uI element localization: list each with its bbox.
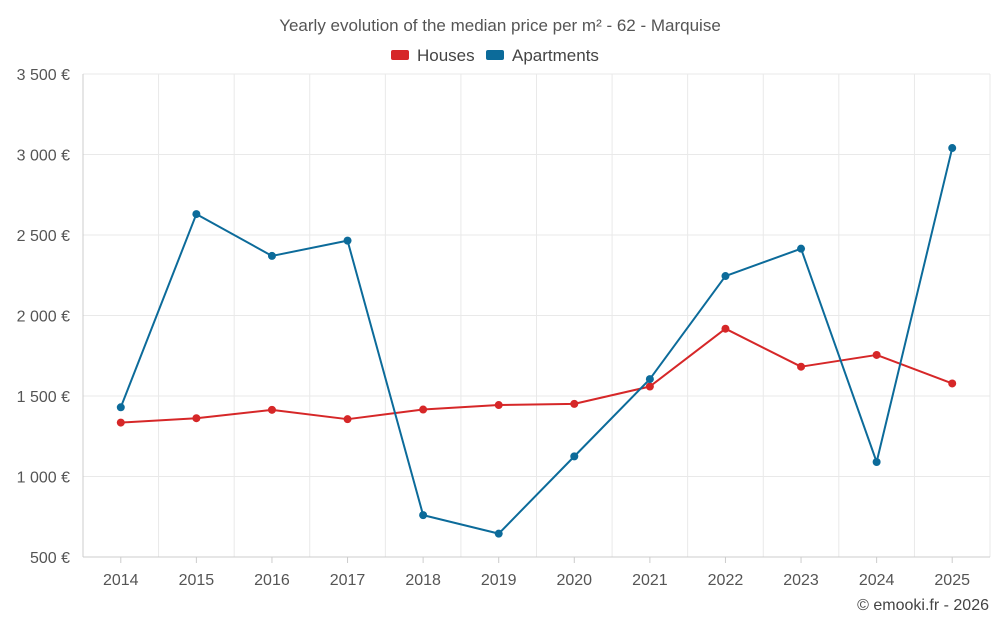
data-point-apartments[interactable] [419, 511, 428, 520]
y-axis: 500 € 1 000 € 1 500 € 2 000 € 2 500 € 3 000 €… [17, 67, 84, 567]
y-tick-label: 1 000 € [17, 470, 70, 487]
x-tick-label: 2020 [556, 572, 592, 589]
series-line-houses [120, 327, 953, 424]
data-point-houses[interactable] [343, 415, 352, 424]
y-tick-label: 3 000 € [17, 148, 70, 165]
data-point-houses[interactable] [570, 399, 579, 408]
y-tick-label: 1 500 € [17, 389, 70, 406]
data-point-houses[interactable] [721, 324, 730, 333]
grid [83, 73, 991, 557]
series-line-apartments [119, 147, 954, 535]
series [116, 144, 957, 538]
y-tick-label: 2 000 € [17, 309, 70, 326]
legend-item-houses[interactable]: Houses [391, 46, 475, 65]
y-tick-label: 2 500 € [17, 228, 70, 245]
chart-title: Yearly evolution of the median price per… [279, 16, 721, 35]
data-point-apartments[interactable] [494, 529, 503, 538]
data-point-houses[interactable] [116, 418, 125, 427]
data-point-apartments[interactable] [116, 403, 125, 412]
x-tick-label: 2015 [179, 572, 215, 589]
data-point-houses[interactable] [419, 405, 428, 414]
data-point-apartments[interactable] [948, 144, 957, 153]
x-tick-label: 2023 [783, 572, 819, 589]
x-axis: 2014 2015 2016 2017 2018 2019 2020 2021 2022 2023… [83, 556, 990, 589]
data-point-apartments[interactable] [645, 375, 654, 384]
x-tick-label: 2024 [859, 572, 895, 589]
data-point-houses[interactable] [872, 350, 881, 359]
data-point-houses[interactable] [948, 379, 957, 388]
legend-label-houses: Houses [417, 46, 475, 65]
data-point-apartments[interactable] [570, 452, 579, 461]
legend-item-apartments[interactable]: Apartments [486, 46, 599, 65]
data-point-apartments[interactable] [343, 236, 352, 245]
x-tick-label: 2018 [405, 572, 441, 589]
legend-label-apartments: Apartments [512, 46, 599, 65]
data-point-houses[interactable] [192, 414, 201, 423]
legend: Houses Apartments [391, 46, 599, 65]
legend-swatch-apartments [486, 50, 504, 60]
y-tick-label: 500 € [30, 550, 70, 567]
credit-text: © emooki.fr - 2026 [857, 597, 989, 614]
data-point-houses[interactable] [494, 401, 503, 410]
data-point-apartments[interactable] [872, 458, 881, 467]
data-point-apartments[interactable] [797, 244, 806, 253]
x-tick-label: 2017 [330, 572, 366, 589]
data-point-houses[interactable] [267, 405, 276, 414]
x-tick-label: 2019 [481, 572, 517, 589]
x-tick-label: 2025 [934, 572, 970, 589]
data-point-houses[interactable] [645, 382, 654, 391]
x-tick-label: 2022 [708, 572, 744, 589]
data-point-apartments[interactable] [267, 251, 276, 260]
y-tick-label: 3 500 € [17, 67, 70, 84]
x-tick-label: 2021 [632, 572, 668, 589]
x-tick-label: 2016 [254, 572, 290, 589]
data-point-apartments[interactable] [721, 272, 730, 281]
data-point-houses[interactable] [797, 362, 806, 371]
data-point-apartments[interactable] [192, 210, 201, 219]
legend-swatch-houses [391, 50, 409, 60]
x-tick-label: 2014 [103, 572, 139, 589]
